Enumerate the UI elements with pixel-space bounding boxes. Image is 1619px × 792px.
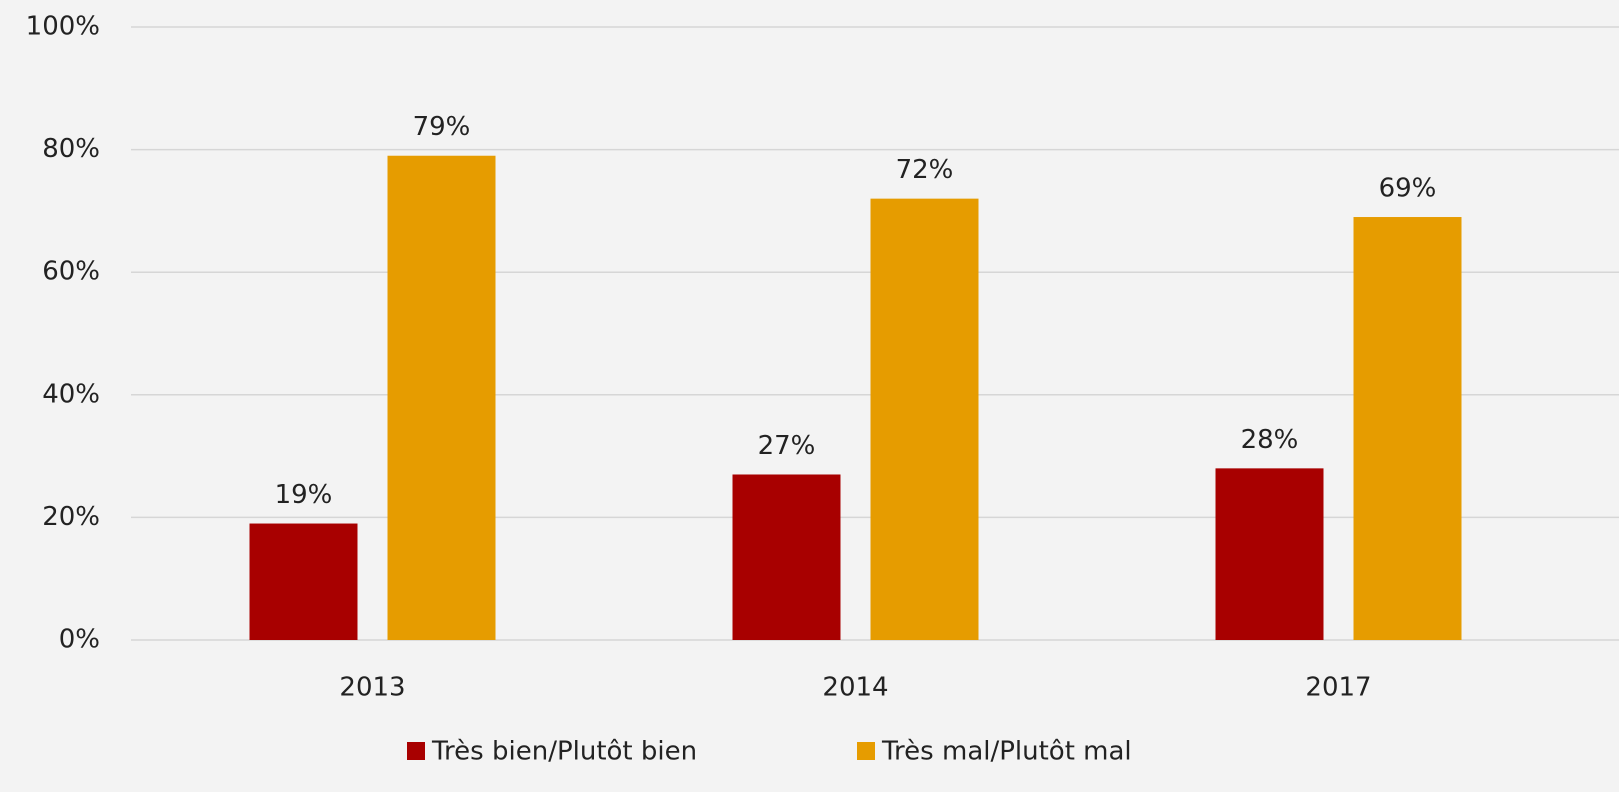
- y-tick-label: 20%: [42, 502, 100, 532]
- bar: [732, 474, 841, 640]
- data-label: 69%: [1379, 174, 1437, 204]
- data-label: 79%: [413, 112, 471, 142]
- data-label: 72%: [896, 155, 954, 185]
- y-tick-label: 80%: [42, 134, 100, 164]
- data-label: 28%: [1241, 425, 1299, 455]
- legend-label: Très mal/Plutôt mal: [881, 737, 1132, 767]
- data-label: 27%: [758, 431, 816, 461]
- legend-label: Très bien/Plutôt bien: [431, 737, 697, 767]
- legend-swatch: [407, 742, 425, 760]
- x-tick-label: 2014: [822, 673, 888, 703]
- bar: [249, 523, 358, 640]
- bar: [387, 155, 496, 641]
- y-tick-label: 40%: [42, 379, 100, 409]
- y-tick-label: 60%: [42, 257, 100, 287]
- x-tick-label: 2017: [1305, 673, 1371, 703]
- x-tick-label: 2013: [339, 673, 405, 703]
- bar: [1215, 468, 1324, 640]
- bar: [870, 198, 979, 640]
- legend-swatch: [857, 742, 875, 760]
- bar: [1353, 217, 1462, 640]
- data-label: 19%: [275, 480, 333, 510]
- y-tick-label: 0%: [59, 625, 100, 655]
- y-tick-label: 100%: [26, 12, 100, 42]
